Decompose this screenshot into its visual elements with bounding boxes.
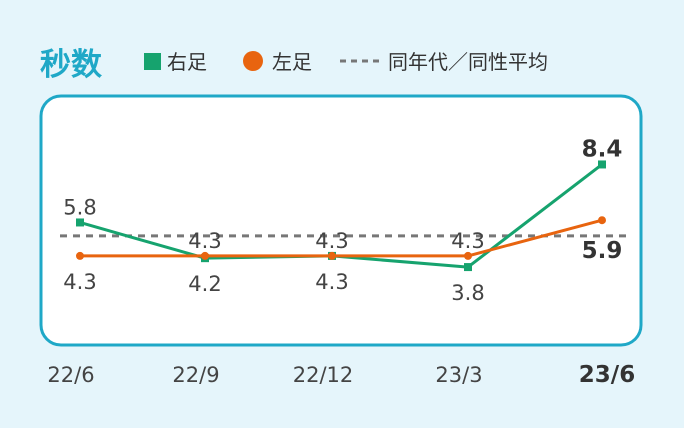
left-foot-data-label: 4.3 (315, 270, 348, 294)
left-foot-data-label: 4.3 (188, 229, 221, 253)
right-foot-data-label: 4.2 (188, 272, 221, 296)
legend-left-foot-label: 左足 (272, 50, 312, 74)
right-foot-data-label: 5.8 (63, 195, 96, 219)
legend-right-foot-label: 右足 (167, 50, 207, 74)
right-foot-point (76, 218, 84, 227)
legend-left-foot-swatch (243, 51, 263, 71)
plot-frame (39, 94, 643, 347)
legend: 右足 左足 同年代／同性平均 (144, 50, 548, 74)
chart-title: 秒数 (40, 47, 102, 83)
left-foot-point (598, 216, 606, 225)
left-foot-data-label: 5.9 (582, 238, 623, 264)
left-foot-data-label: 4.3 (63, 270, 96, 294)
left-foot-point (201, 251, 209, 260)
x-tick-label: 23/6 (579, 362, 635, 388)
right-foot-point (598, 160, 606, 169)
plot-area: 4.3 4.3 4.3 4.3 5.9 5.8 4.2 4.3 3.8 8.4 (60, 136, 628, 305)
x-tick-label: 23/3 (435, 363, 482, 387)
x-tick-label: 22/6 (47, 363, 94, 387)
x-tick-label: 22/9 (172, 363, 219, 387)
right-foot-data-label: 3.8 (451, 281, 484, 305)
right-foot-data-label: 4.3 (315, 229, 348, 253)
right-foot-point (464, 263, 472, 272)
left-foot-data-label: 4.3 (451, 229, 484, 253)
left-foot-point (464, 251, 472, 260)
left-foot-point (76, 251, 84, 260)
legend-average-label: 同年代／同性平均 (388, 50, 548, 74)
x-axis: 22/6 22/9 22/12 23/3 23/6 (47, 362, 635, 388)
legend-right-foot-swatch (144, 53, 161, 70)
left-foot-point (328, 251, 336, 260)
x-tick-label: 22/12 (293, 363, 354, 387)
right-foot-data-label: 8.4 (582, 136, 623, 162)
